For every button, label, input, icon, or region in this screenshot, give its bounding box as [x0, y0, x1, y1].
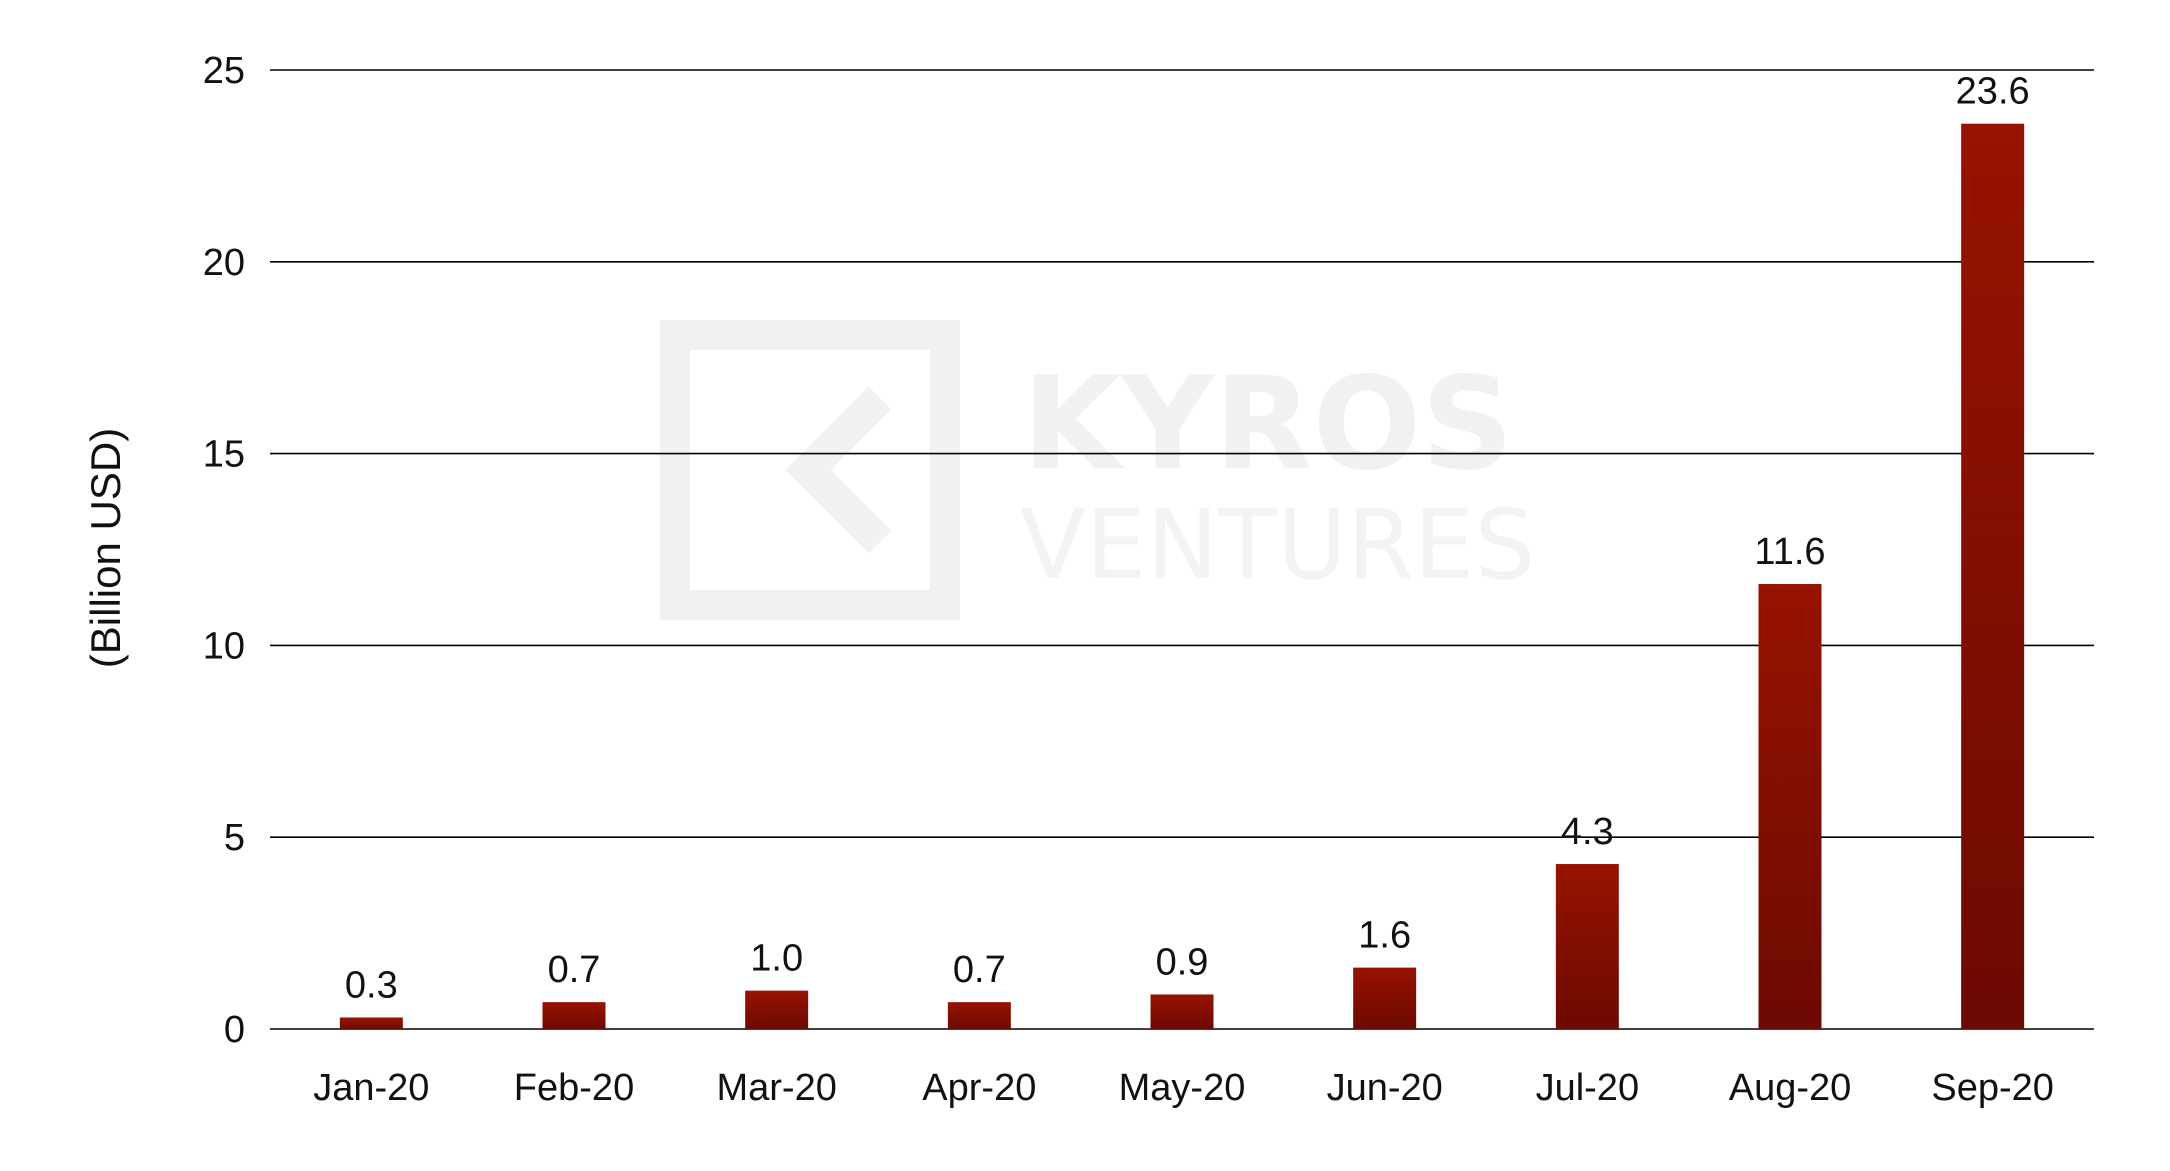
- bar-jun-20: [1353, 967, 1417, 1029]
- bar-jan-20: [339, 1017, 403, 1029]
- watermark-line2: VENTURES: [1020, 489, 1535, 601]
- bar-aug-20: [1758, 584, 1822, 1029]
- y-axis-title: (Billion USD): [82, 428, 129, 668]
- data-label: 1.6: [1358, 915, 1411, 957]
- y-axis-ticks: 0 5 10 15 20 25: [203, 50, 245, 1051]
- x-tick-label: Apr-20: [922, 1067, 1036, 1109]
- watermark-line1: KYROS: [1022, 350, 1513, 499]
- data-label: 0.3: [345, 964, 398, 1006]
- bar-may-20: [1150, 994, 1214, 1029]
- watermark-chevron-icon: [785, 386, 892, 554]
- bar-sep-20: [1961, 123, 2025, 1030]
- watermark-frame: [660, 320, 960, 620]
- bar-feb-20: [542, 1002, 606, 1029]
- y-tick-label: 10: [203, 625, 245, 667]
- data-label: 0.7: [953, 949, 1006, 991]
- data-labels: 0.3 0.7 1.0 0.7 0.9 1.6 4.3 11.6 23.6: [345, 71, 2030, 1007]
- bar-jul-20: [1555, 864, 1619, 1029]
- x-tick-label: May-20: [1119, 1067, 1246, 1109]
- x-tick-label: Jan-20: [313, 1067, 429, 1109]
- x-axis-ticks: Jan-20 Feb-20 Mar-20 Apr-20 May-20 Jun-20 Jul-…: [313, 1067, 2054, 1109]
- bar-mar-20: [745, 990, 809, 1029]
- y-tick-label: 25: [203, 50, 245, 92]
- data-label: 23.6: [1956, 71, 2030, 113]
- x-tick-label: Sep-20: [1931, 1067, 2054, 1109]
- y-tick-label: 5: [224, 817, 245, 859]
- y-tick-label: 20: [203, 242, 245, 284]
- x-tick-label: Jul-20: [1536, 1067, 1640, 1109]
- watermark-logo: KYROS VENTURES: [660, 320, 1535, 620]
- x-tick-label: Mar-20: [716, 1067, 836, 1109]
- y-tick-label: 15: [203, 434, 245, 476]
- x-tick-label: Jun-20: [1327, 1067, 1443, 1109]
- x-tick-label: Feb-20: [514, 1067, 634, 1109]
- data-label: 11.6: [1754, 531, 1825, 573]
- y-tick-label: 0: [224, 1009, 245, 1051]
- data-label: 0.9: [1156, 941, 1209, 983]
- data-label: 4.3: [1561, 811, 1614, 853]
- data-label: 1.0: [750, 938, 803, 980]
- data-label: 0.7: [548, 949, 601, 991]
- bars: [339, 123, 2025, 1030]
- x-tick-label: Aug-20: [1729, 1067, 1852, 1109]
- bar-apr-20: [947, 1002, 1011, 1029]
